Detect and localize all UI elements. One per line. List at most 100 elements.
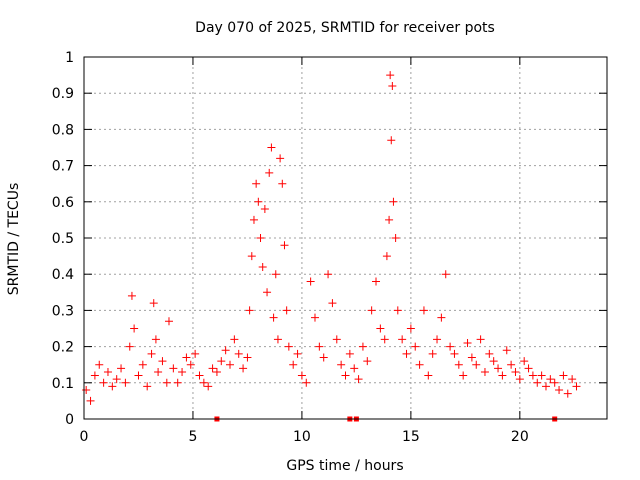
data-point — [99, 378, 108, 387]
data-point — [273, 335, 282, 344]
data-point — [158, 357, 167, 366]
data-point — [419, 306, 428, 315]
y-tick-label: 0.5 — [52, 231, 74, 247]
data-point — [138, 360, 147, 369]
data-point — [402, 349, 411, 358]
data-point — [463, 338, 472, 347]
data-point — [151, 335, 160, 344]
data-point — [533, 378, 542, 387]
data-point — [149, 299, 158, 308]
data-point — [559, 371, 568, 380]
data-point — [164, 317, 173, 326]
y-tick-label: 1 — [65, 50, 74, 66]
y-tick-label: 0.4 — [52, 267, 74, 283]
data-point — [260, 205, 269, 214]
data-point — [191, 349, 200, 358]
data-point — [130, 324, 139, 333]
data-point — [147, 349, 156, 358]
data-point — [245, 306, 254, 315]
data-point — [502, 346, 511, 355]
data-point — [226, 360, 235, 369]
chart-title: Day 070 of 2025, SRMTID for receiver pot… — [195, 20, 495, 36]
data-point — [358, 342, 367, 351]
data-point — [485, 349, 494, 358]
axis-ticks: 00.10.20.30.40.50.60.70.80.910 5 10 15 20 — [52, 50, 607, 445]
data-point — [528, 371, 537, 380]
data-point — [328, 299, 337, 308]
data-point — [125, 342, 134, 351]
data-point — [265, 168, 274, 177]
data-point — [90, 371, 99, 380]
data-point — [278, 179, 287, 188]
data-point — [212, 367, 221, 376]
data-point — [297, 371, 306, 380]
data-point — [380, 335, 389, 344]
data-point — [337, 360, 346, 369]
data-point — [284, 342, 293, 351]
data-point — [134, 371, 143, 380]
data-point — [208, 364, 217, 373]
data-points — [82, 71, 581, 422]
data-point — [267, 143, 276, 152]
x-tick-label: 10 — [293, 429, 311, 445]
data-point — [446, 342, 455, 351]
data-point — [350, 364, 359, 373]
data-point — [169, 364, 178, 373]
data-point — [391, 234, 400, 242]
data-point — [127, 291, 136, 300]
data-point — [550, 378, 559, 387]
data-point — [306, 277, 315, 286]
data-point — [437, 313, 446, 322]
data-point — [406, 324, 415, 333]
data-point — [271, 270, 280, 279]
data-point — [385, 215, 394, 224]
data-point — [450, 349, 459, 358]
y-axis-label: SRMTID / TECUs — [6, 183, 22, 296]
data-point — [511, 367, 520, 376]
data-point — [289, 360, 298, 369]
data-point — [276, 154, 285, 163]
data-point — [95, 360, 104, 369]
data-point — [459, 371, 468, 380]
data-point — [389, 197, 398, 206]
data-point — [367, 306, 376, 315]
data-point — [480, 367, 489, 376]
data-point — [415, 360, 424, 369]
data-point — [424, 371, 433, 380]
data-point — [411, 342, 420, 351]
data-point — [221, 346, 230, 355]
data-point — [345, 349, 354, 358]
y-tick-label: 0.2 — [52, 340, 74, 356]
data-point — [154, 367, 163, 376]
x-tick-label: 5 — [188, 429, 197, 445]
x-tick-label: 20 — [511, 429, 529, 445]
data-point — [388, 81, 397, 90]
data-point — [454, 360, 463, 369]
data-point — [372, 277, 381, 286]
data-point — [117, 364, 126, 373]
data-point — [363, 357, 372, 366]
data-point — [386, 71, 395, 80]
data-point — [247, 252, 256, 261]
data-point — [520, 357, 529, 366]
data-point — [252, 179, 261, 188]
y-tick-label: 0.6 — [52, 195, 74, 211]
data-point — [572, 382, 581, 391]
data-point — [382, 252, 391, 261]
data-point — [302, 378, 311, 387]
data-point — [186, 360, 195, 369]
data-point — [204, 382, 213, 391]
data-point — [537, 371, 546, 380]
data-point — [280, 241, 289, 250]
data-point — [476, 335, 485, 344]
y-tick-label: 0.7 — [52, 159, 74, 175]
y-tick-label: 0.3 — [52, 303, 74, 319]
data-point — [254, 197, 263, 206]
data-point — [269, 313, 278, 322]
data-point — [195, 371, 204, 380]
data-point — [332, 335, 341, 344]
data-point — [472, 360, 481, 369]
x-tick-label: 0 — [80, 429, 89, 445]
data-point — [162, 378, 171, 387]
